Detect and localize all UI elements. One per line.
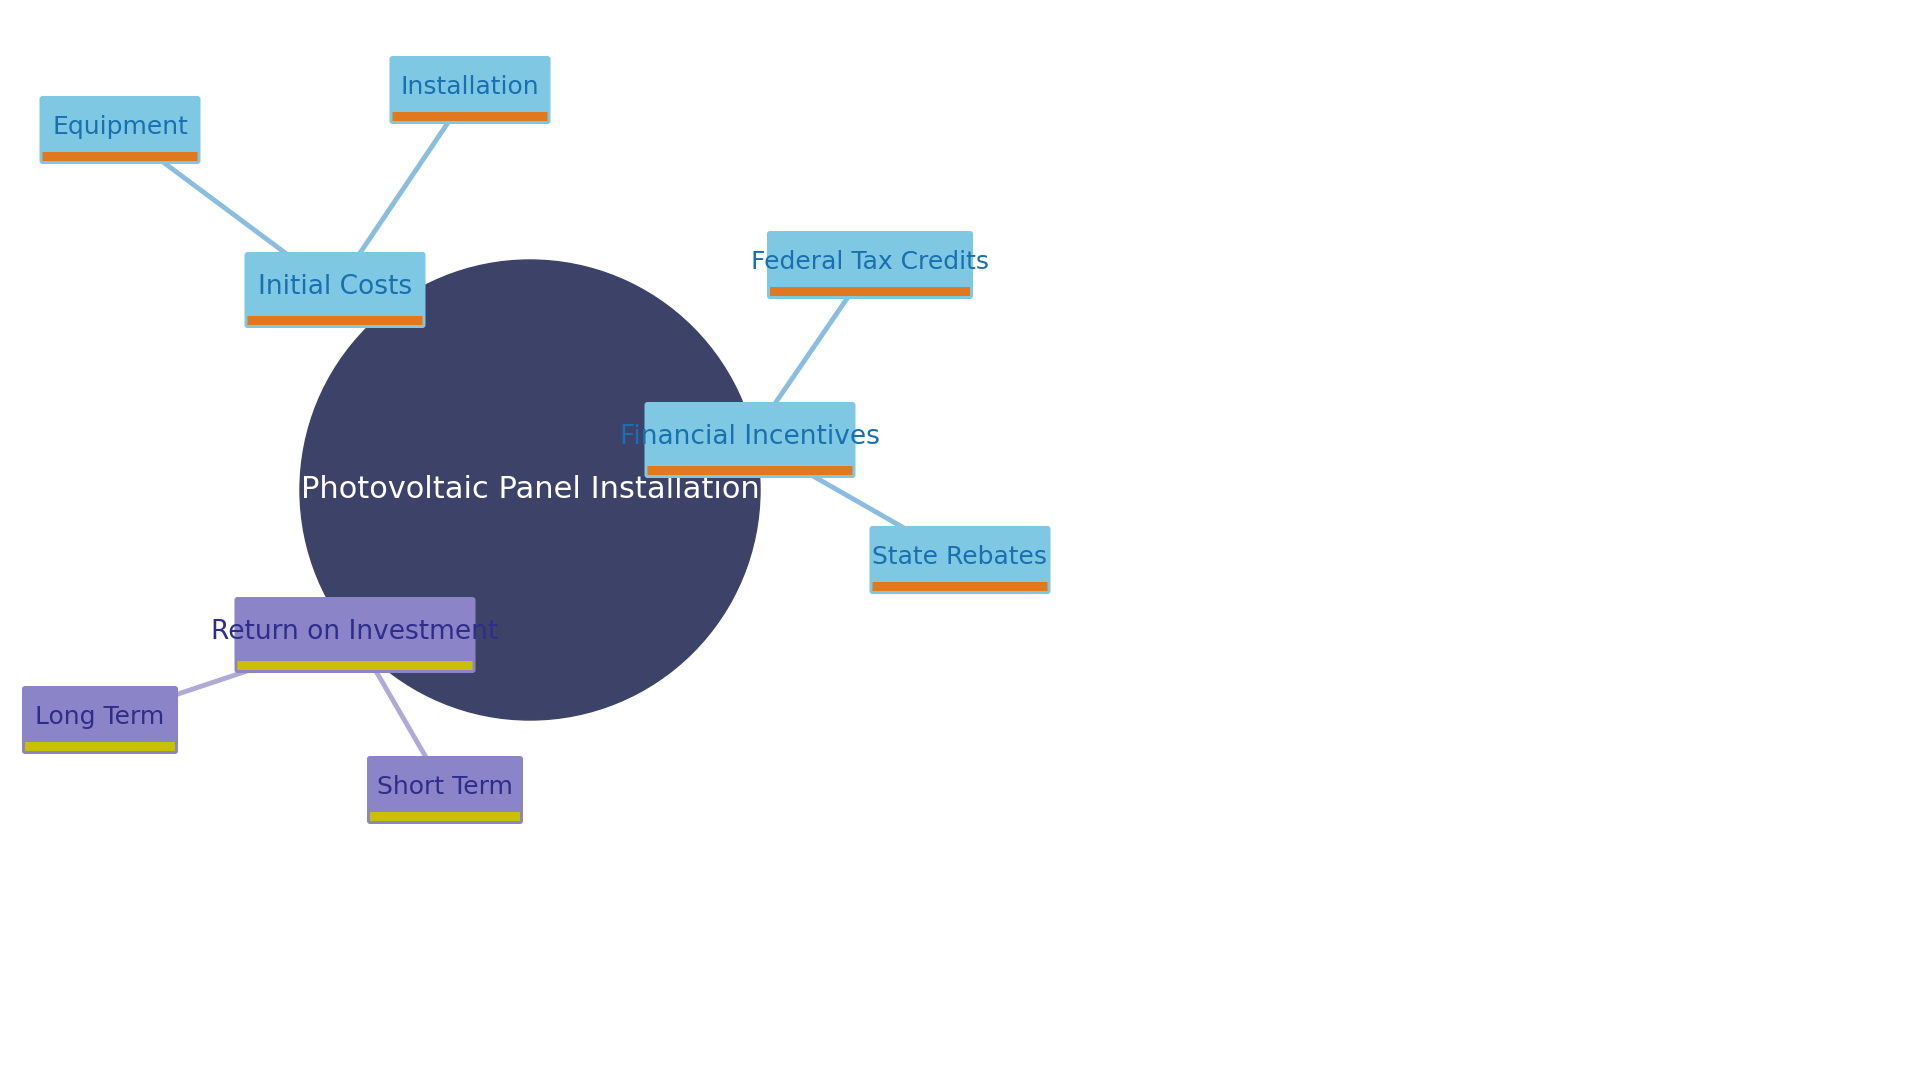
Text: Equipment: Equipment bbox=[52, 116, 188, 139]
FancyBboxPatch shape bbox=[766, 231, 973, 299]
Text: Installation: Installation bbox=[401, 76, 540, 99]
Text: Financial Incentives: Financial Incentives bbox=[620, 424, 879, 450]
Circle shape bbox=[300, 260, 760, 720]
FancyBboxPatch shape bbox=[40, 96, 200, 164]
FancyBboxPatch shape bbox=[21, 686, 179, 754]
FancyBboxPatch shape bbox=[238, 661, 472, 670]
Text: Return on Investment: Return on Investment bbox=[211, 619, 499, 645]
Text: Federal Tax Credits: Federal Tax Credits bbox=[751, 251, 989, 274]
FancyBboxPatch shape bbox=[392, 112, 547, 121]
FancyBboxPatch shape bbox=[367, 756, 522, 824]
FancyBboxPatch shape bbox=[770, 287, 970, 296]
FancyBboxPatch shape bbox=[390, 56, 551, 124]
Text: Long Term: Long Term bbox=[35, 705, 165, 729]
FancyBboxPatch shape bbox=[870, 526, 1050, 594]
FancyBboxPatch shape bbox=[244, 252, 426, 328]
FancyBboxPatch shape bbox=[647, 465, 852, 475]
Text: Initial Costs: Initial Costs bbox=[257, 274, 413, 300]
Text: State Rebates: State Rebates bbox=[872, 545, 1048, 569]
FancyBboxPatch shape bbox=[25, 742, 175, 751]
FancyBboxPatch shape bbox=[872, 582, 1048, 591]
FancyBboxPatch shape bbox=[42, 152, 198, 161]
FancyBboxPatch shape bbox=[645, 402, 856, 478]
FancyBboxPatch shape bbox=[234, 597, 476, 673]
FancyBboxPatch shape bbox=[248, 316, 422, 325]
FancyBboxPatch shape bbox=[371, 812, 520, 821]
Text: Photovoltaic Panel Installation: Photovoltaic Panel Installation bbox=[301, 475, 760, 504]
Text: Short Term: Short Term bbox=[376, 775, 513, 799]
